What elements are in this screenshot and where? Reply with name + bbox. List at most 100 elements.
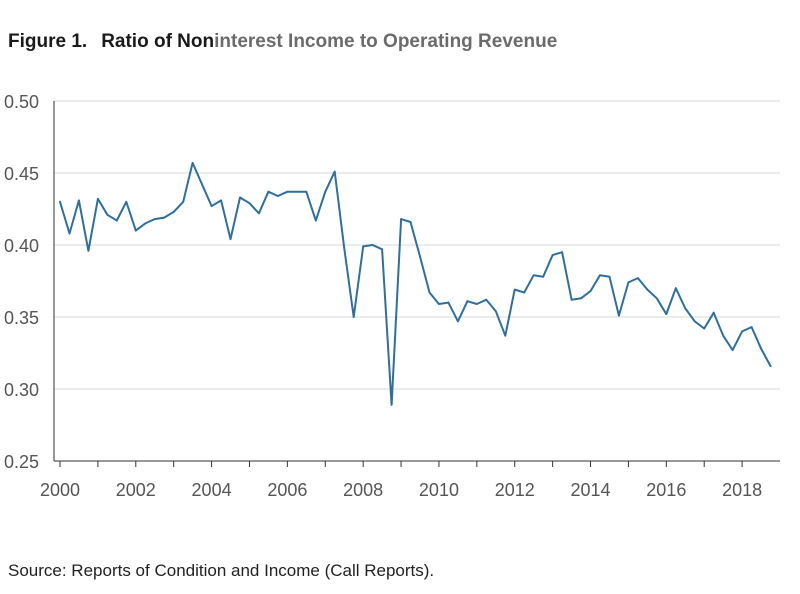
data-point bbox=[87, 249, 90, 252]
data-point bbox=[115, 219, 118, 222]
data-point bbox=[703, 327, 706, 330]
data-series bbox=[59, 161, 772, 406]
data-point bbox=[68, 232, 71, 235]
y-tick-label: 0.25 bbox=[4, 452, 39, 472]
data-point bbox=[712, 311, 715, 314]
data-point bbox=[182, 200, 185, 203]
data-point bbox=[438, 303, 440, 305]
data-point bbox=[428, 291, 431, 294]
data-point bbox=[618, 314, 620, 317]
data-point bbox=[655, 297, 658, 300]
grid-lines bbox=[54, 100, 780, 390]
data-point bbox=[333, 170, 336, 173]
y-tick-label: 0.40 bbox=[4, 236, 39, 256]
data-point bbox=[636, 277, 639, 280]
data-point bbox=[258, 212, 260, 215]
data-point bbox=[674, 287, 677, 290]
data-point bbox=[229, 238, 232, 241]
data-point bbox=[485, 298, 488, 301]
data-point bbox=[106, 213, 109, 216]
data-point bbox=[267, 190, 270, 193]
data-point bbox=[295, 190, 298, 193]
data-point bbox=[419, 255, 421, 258]
data-point bbox=[523, 291, 526, 294]
data-point bbox=[324, 190, 327, 193]
data-point bbox=[646, 288, 649, 291]
source-note: Source: Reports of Condition and Income … bbox=[8, 561, 435, 580]
data-point bbox=[532, 274, 535, 277]
data-point bbox=[314, 219, 317, 222]
data-point bbox=[59, 200, 61, 203]
data-point bbox=[731, 349, 734, 352]
data-point bbox=[248, 202, 251, 205]
data-point bbox=[665, 313, 668, 316]
x-tick-label: 2012 bbox=[495, 480, 535, 500]
data-point bbox=[494, 310, 497, 313]
data-point bbox=[371, 244, 374, 246]
chart-title: Figure 1. Ratio of Noninterest Income to … bbox=[8, 31, 557, 53]
x-tick-label: 2018 bbox=[722, 480, 762, 500]
data-point bbox=[608, 275, 611, 278]
x-tick-label: 2016 bbox=[646, 480, 686, 500]
data-point bbox=[693, 320, 696, 323]
y-tick-label: 0.45 bbox=[4, 164, 39, 184]
y-axis: 0.25 0.30 0.35 0.40 0.45 0.50 bbox=[4, 92, 55, 472]
x-axis: 2000 2002 2004 2006 2008 2010 2012 2014 2016 2018 bbox=[40, 460, 780, 500]
data-point bbox=[125, 200, 128, 203]
data-point bbox=[542, 275, 545, 278]
data-point bbox=[627, 281, 630, 284]
x-tick-label: 2014 bbox=[571, 480, 611, 500]
data-point bbox=[201, 183, 204, 186]
data-point bbox=[580, 297, 582, 300]
data-point bbox=[163, 216, 166, 219]
data-point bbox=[551, 254, 554, 256]
data-point bbox=[286, 190, 289, 193]
data-point bbox=[513, 288, 516, 291]
data-point bbox=[769, 365, 772, 367]
data-point bbox=[456, 320, 459, 323]
title-part-2: interest Income to Operating Revenue bbox=[214, 31, 558, 52]
data-point bbox=[381, 248, 384, 251]
data-point bbox=[589, 290, 592, 292]
x-tick-label: 2000 bbox=[40, 480, 80, 500]
data-point bbox=[750, 326, 753, 328]
data-point bbox=[684, 307, 687, 310]
data-point bbox=[447, 301, 450, 304]
data-point bbox=[722, 334, 725, 337]
data-point bbox=[276, 195, 279, 197]
figure-label: Figure 1. bbox=[8, 31, 88, 52]
data-point bbox=[305, 190, 308, 193]
title-part-1: Ratio of Non bbox=[101, 31, 215, 52]
data-point bbox=[96, 198, 99, 200]
data-point bbox=[191, 162, 194, 164]
data-point bbox=[390, 403, 393, 406]
data-point bbox=[352, 316, 355, 318]
data-point bbox=[172, 210, 175, 213]
data-point bbox=[741, 330, 744, 333]
data-point bbox=[144, 222, 147, 225]
x-tick-label: 2002 bbox=[116, 480, 156, 500]
data-point bbox=[561, 251, 564, 254]
data-point bbox=[466, 300, 469, 303]
data-point bbox=[153, 218, 156, 220]
data-point bbox=[239, 196, 241, 199]
data-point bbox=[78, 199, 80, 202]
y-tick-label: 0.50 bbox=[4, 92, 39, 112]
data-point bbox=[400, 218, 402, 220]
data-point bbox=[343, 246, 346, 249]
x-tick-label: 2006 bbox=[267, 480, 307, 500]
x-tick-label: 2010 bbox=[419, 480, 459, 500]
series-line bbox=[59, 161, 772, 406]
x-tick-label: 2008 bbox=[343, 480, 383, 500]
data-point bbox=[599, 274, 601, 277]
data-point bbox=[220, 199, 222, 202]
x-tick-label: 2004 bbox=[192, 480, 232, 500]
data-point bbox=[760, 347, 762, 350]
data-point bbox=[504, 334, 507, 337]
data-point bbox=[134, 229, 137, 232]
y-tick-label: 0.30 bbox=[4, 380, 39, 400]
y-tick-label: 0.35 bbox=[4, 308, 39, 328]
data-point bbox=[475, 303, 478, 305]
data-point bbox=[570, 298, 573, 301]
